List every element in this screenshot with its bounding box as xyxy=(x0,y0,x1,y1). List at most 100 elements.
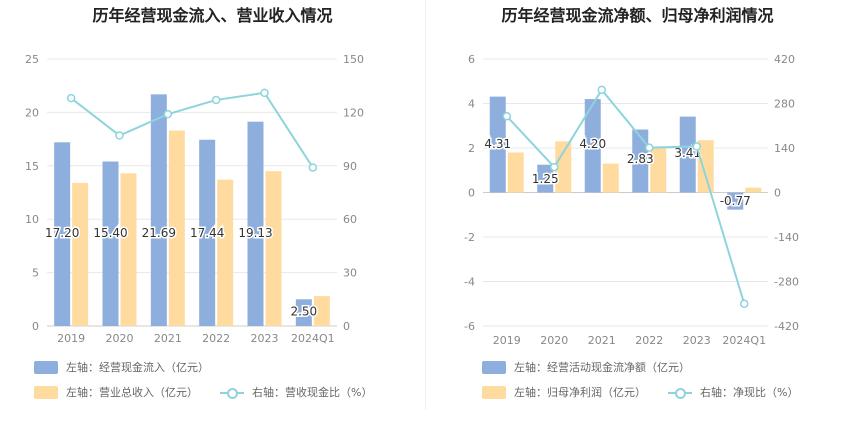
legend-label: 左轴：归母净利润（亿元） xyxy=(514,386,646,399)
data-label: 2.83 xyxy=(627,152,654,166)
chart-title: 历年经营现金流入、营业收入情况 xyxy=(92,6,333,25)
y-tick-left: -2 xyxy=(464,231,475,244)
chart-title: 历年经营现金流净额、归母净利润情况 xyxy=(501,6,774,25)
y-tick-right: 420 xyxy=(774,53,795,66)
y-tick-left: 0 xyxy=(468,187,475,200)
y-tick-right: 30 xyxy=(343,267,357,280)
x-tick-label: 2020 xyxy=(106,332,134,345)
y-tick-left: 15 xyxy=(25,160,39,173)
bar-blue-negative xyxy=(727,192,744,210)
line-series xyxy=(506,88,746,305)
legend-swatch-line xyxy=(220,386,244,399)
legend-label: 右轴：营收现金比（%） xyxy=(252,386,373,399)
bar-blue xyxy=(54,142,71,326)
line-series xyxy=(70,91,314,169)
y-tick-right: 140 xyxy=(774,142,795,155)
y-tick-left: 4 xyxy=(468,98,475,111)
y-tick-left: 25 xyxy=(25,53,39,66)
line-point xyxy=(211,95,221,105)
y-tick-left: -6 xyxy=(464,320,475,333)
line-point xyxy=(163,109,173,119)
y-tick-left: 6 xyxy=(468,53,475,66)
y-tick-left: 10 xyxy=(25,213,39,226)
y-tick-right: -420 xyxy=(774,320,799,333)
legend-swatch-blue xyxy=(482,360,506,374)
legend-label: 右轴：净现比（%） xyxy=(700,386,799,399)
data-label: 21.69 xyxy=(142,226,176,240)
legend-item-cash-ratio[interactable]: 右轴：净现比（%） xyxy=(668,384,798,400)
x-tick-label: 2024Q1 xyxy=(291,332,335,345)
y-tick-left: 20 xyxy=(25,106,39,119)
bar-orange xyxy=(72,182,89,326)
chart-svg-left: 0 0 5 30 10 60 15 90 20 120 25 150 2019 17.20 2020 15.4… xyxy=(25,53,364,345)
legend-label: 左轴：经营活动现金流净额（亿元） xyxy=(514,361,690,374)
y-tick-right: -280 xyxy=(774,276,799,289)
bar-orange xyxy=(265,171,282,326)
panel-divider xyxy=(425,0,426,410)
x-tick-label: 2023 xyxy=(251,332,279,345)
data-label: 2.50 xyxy=(290,304,317,318)
bar-blue xyxy=(537,164,554,193)
legend-label: 左轴：经营现金流入（亿元） xyxy=(66,361,209,374)
legend-swatch-orange xyxy=(482,385,506,399)
bar-blue xyxy=(150,94,167,326)
bar-orange xyxy=(602,163,619,193)
chart-panel-left: 历年经营现金流入、营业收入情况 0 0 5 30 10 60 15 90 20 120 25 150 2… xyxy=(25,6,372,400)
bar-orange xyxy=(217,179,234,326)
bar-orange xyxy=(745,187,762,193)
bar-orange xyxy=(507,152,524,193)
data-label: 17.20 xyxy=(45,226,79,240)
chart-panel-right: 历年经营现金流净额、归母净利润情况 -6 -420 -4 -280 -2 -140 0 0 2 1… xyxy=(425,0,850,436)
legend-item-cash-inflow[interactable]: 左轴：经营现金流入（亿元） xyxy=(34,359,209,375)
line-point xyxy=(740,299,749,308)
bar-orange xyxy=(697,140,714,193)
x-tick-label: 2021 xyxy=(588,334,616,347)
bar-blue xyxy=(199,139,216,326)
line-point xyxy=(645,143,654,152)
x-tick-label: 2019 xyxy=(493,334,521,347)
line-point xyxy=(502,111,511,121)
legend-item-net-cash[interactable]: 左轴：经营活动现金流净额（亿元） xyxy=(482,359,690,375)
y-tick-right: 120 xyxy=(343,106,364,119)
x-tick-label: 2023 xyxy=(683,334,711,347)
bar-orange xyxy=(650,148,667,193)
legend-item-ratio[interactable]: 右轴：营收现金比（%） xyxy=(220,384,372,400)
legend-item-revenue[interactable]: 左轴：营业总收入（亿元） xyxy=(34,384,198,400)
line-point xyxy=(260,88,269,98)
line-point xyxy=(692,142,701,151)
data-label: 1.25 xyxy=(532,172,559,186)
data-label: 4.31 xyxy=(484,137,511,151)
bar-orange xyxy=(313,296,330,326)
legend-swatch-line xyxy=(668,386,692,399)
line-point xyxy=(597,85,606,95)
x-tick-label: 2021 xyxy=(154,332,182,345)
y-tick-right: 0 xyxy=(774,187,781,200)
bar-orange xyxy=(555,141,572,193)
legend-label: 左轴：营业总收入（亿元） xyxy=(66,386,198,399)
data-label: 19.13 xyxy=(238,226,272,240)
x-tick-label: 2022 xyxy=(202,332,230,345)
data-label: 17.44 xyxy=(190,226,224,240)
bar-blue xyxy=(102,161,119,326)
y-tick-right: 90 xyxy=(343,160,357,173)
bar-blue xyxy=(584,99,601,193)
x-tick-label: 2022 xyxy=(635,334,663,347)
bar-blue xyxy=(295,299,312,326)
y-tick-right: 150 xyxy=(343,53,364,66)
y-tick-left: 2 xyxy=(468,142,475,155)
x-tick-label: 2020 xyxy=(540,334,568,347)
line-point xyxy=(66,93,76,103)
y-tick-left: -4 xyxy=(464,276,475,289)
y-tick-right: 280 xyxy=(774,98,795,111)
y-tick-right: 0 xyxy=(343,320,350,333)
bar-blue xyxy=(489,96,506,193)
legend-item-net-profit[interactable]: 左轴：归母净利润（亿元） xyxy=(482,384,646,400)
x-tick-label: 2024Q1 xyxy=(722,334,766,347)
bar-blue xyxy=(632,129,649,193)
bar-orange xyxy=(120,173,137,326)
line-point xyxy=(115,131,124,140)
data-label: -0.77 xyxy=(720,194,751,208)
data-label: 4.20 xyxy=(579,137,606,151)
y-tick-left: 0 xyxy=(32,320,39,333)
legend-swatch-orange xyxy=(34,385,58,399)
